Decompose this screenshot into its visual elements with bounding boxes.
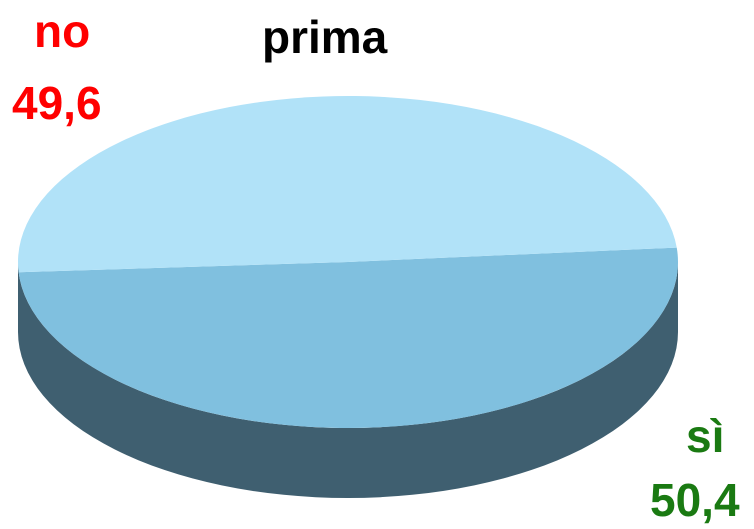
slice-si-label: sì — [686, 410, 725, 462]
pie-slice-no — [18, 96, 677, 273]
slice-si-value: 50,4 — [650, 474, 740, 526]
pie-slice-si — [18, 247, 679, 429]
slice-no-label: no — [34, 5, 91, 57]
pie-side-si — [18, 262, 678, 498]
chart-title: prima — [262, 11, 388, 63]
pie-top-face — [18, 96, 679, 429]
pie-side-wall — [18, 262, 678, 498]
slice-no-value: 49,6 — [12, 77, 102, 129]
